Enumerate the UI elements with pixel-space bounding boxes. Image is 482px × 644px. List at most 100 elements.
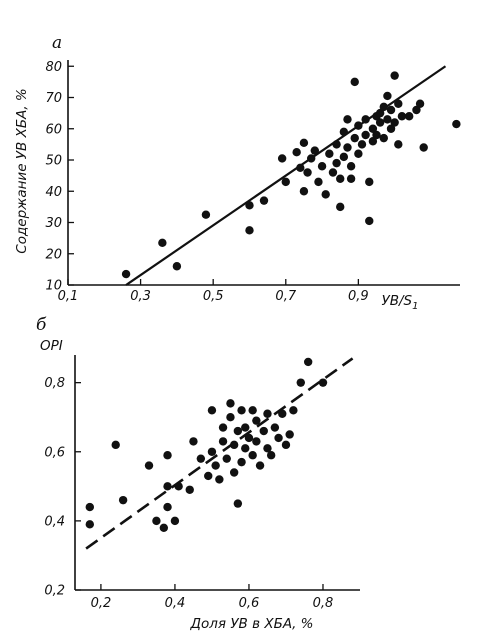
- panel-a-data-point: [336, 202, 345, 212]
- panel-a-data-point: [372, 130, 381, 140]
- panel-a-data-point: [354, 149, 363, 158]
- panel-a-data-point: [296, 163, 305, 173]
- panel-b-data-point: [144, 461, 154, 470]
- panel-a-data-point: [386, 124, 396, 133]
- panel-b-data-point: [185, 485, 194, 494]
- panel-b-data-point: [222, 454, 231, 463]
- panel-a-y-tick-label: 60: [45, 122, 62, 137]
- panel-b-data-point: [85, 502, 95, 512]
- panel-b: б OPI Доля УВ в ХБА, % 0,2 0,4 0,6 0,8 0,2 0,…: [36, 315, 360, 632]
- panel-b-data-point: [233, 499, 243, 508]
- panel-a-data-point: [172, 262, 182, 271]
- panel-b-data-point: [189, 437, 198, 446]
- panel-a-y-tick-label: 20: [45, 247, 62, 262]
- panel-b-data-point: [289, 406, 298, 415]
- panel-a-x-tick-label: 0,5: [203, 289, 224, 304]
- panel-a-x-tick-label: 0,9: [348, 289, 369, 304]
- panel-a-y-axis-title: Содержание УВ ХБА, %: [14, 88, 30, 253]
- panel-b-data-point: [226, 399, 235, 408]
- panel-a-data-point: [350, 77, 359, 87]
- panel-a-data-point: [404, 112, 414, 121]
- panel-a-data-point: [332, 158, 341, 168]
- panel-a-data-point: [328, 168, 338, 177]
- panel-a-data-point: [357, 140, 367, 149]
- panel-a-data-point: [245, 201, 254, 210]
- panel-b-data-point: [152, 516, 161, 526]
- panel-b-y-tick-label: 0,8: [44, 376, 65, 391]
- panel-a-data-point: [303, 168, 312, 177]
- panel-a-data-point: [310, 146, 320, 155]
- panel-b-data-point: [111, 440, 120, 450]
- panel-a-x-tick-label: 0,3: [130, 289, 151, 304]
- panel-a: a Содержание УВ ХБА, % УВ/S1 0,1 0,3 0,5 0,…: [14, 33, 461, 312]
- panel-a-data-point: [361, 115, 370, 124]
- panel-a-data-point: [390, 71, 399, 80]
- panel-b-data-point: [266, 451, 276, 460]
- panel-b-data-point: [218, 437, 228, 446]
- panel-a-data-point: [343, 115, 352, 124]
- panel-b-data-point: [278, 409, 287, 418]
- panel-a-x-axis-title-main: УВ/S: [382, 293, 413, 309]
- panel-b-data-point: [274, 433, 283, 443]
- panel-a-data-point: [299, 138, 309, 148]
- panel-a-data-point: [365, 177, 374, 187]
- panel-a-data-point: [201, 210, 211, 219]
- panel-b-data-point: [248, 451, 257, 460]
- panel-a-y-tick-label: 70: [45, 91, 62, 106]
- panel-a-data-point: [386, 105, 396, 115]
- panel-a-data-point: [394, 99, 403, 108]
- panel-b-data-point: [229, 468, 239, 477]
- panel-b-data-point: [163, 451, 172, 460]
- panel-a-data-point: [259, 196, 269, 205]
- panel-b-data-point: [263, 409, 272, 418]
- panel-b-data-point: [207, 447, 217, 456]
- panel-a-data-point: [321, 190, 330, 199]
- panel-b-data-point: [211, 461, 220, 470]
- panel-a-data-point: [394, 140, 403, 149]
- panel-a-data-point: [346, 174, 356, 183]
- panel-a-data-point: [306, 154, 316, 163]
- panel-b-data-point: [159, 523, 169, 532]
- panel-b-data-point: [163, 482, 172, 491]
- panel-b-data-point: [85, 520, 95, 529]
- panel-b-data-point: [248, 406, 257, 415]
- panel-b-x-tick-label: 0,8: [313, 596, 334, 611]
- panel-b-data-point: [259, 426, 268, 436]
- panel-b-data-point: [218, 423, 228, 432]
- panel-a-data-point: [336, 174, 345, 183]
- panel-a-x-axis-title: УВ/S1: [382, 293, 419, 312]
- panel-b-data-point: [270, 423, 280, 432]
- panel-a-data-point: [412, 105, 421, 115]
- panel-a-x-axis-title-subscript: 1: [412, 301, 418, 312]
- panel-a-data-point: [158, 238, 167, 248]
- panel-b-data-point: [241, 423, 250, 432]
- panel-b-data-point: [252, 416, 261, 425]
- panel-a-data-point: [390, 118, 399, 127]
- panel-b-data-point: [229, 440, 239, 450]
- panel-a-data-point: [415, 99, 425, 108]
- panel-a-data-point: [339, 152, 349, 162]
- panel-a-data-point: [379, 102, 388, 112]
- panel-b-data-point: [163, 502, 172, 512]
- panel-b-data-point: [318, 378, 328, 387]
- panel-a-y-tick-label: 50: [45, 154, 62, 169]
- panel-a-x-tick-label: 0,1: [58, 289, 79, 304]
- panel-a-data-point: [397, 112, 407, 121]
- panel-b-data-point: [244, 433, 254, 443]
- panel-b-data-point: [237, 406, 246, 415]
- panel-a-data-point: [277, 154, 287, 163]
- panel-a-data-point: [332, 140, 341, 149]
- panel-a-y-tick-label: 40: [45, 185, 62, 200]
- panel-a-data-point: [299, 187, 309, 196]
- panel-a-data-point: [365, 216, 374, 226]
- panel-a-data-point: [368, 137, 378, 146]
- panel-b-data-point: [303, 357, 313, 367]
- panel-b-data-point: [281, 440, 291, 450]
- panel-a-data-point: [121, 269, 131, 279]
- panel-b-data-point: [285, 430, 294, 439]
- panel-a-data-point: [379, 133, 388, 143]
- panel-a-data-point: [281, 177, 290, 187]
- panel-b-data-point: [237, 457, 246, 467]
- panel-a-data-point: [343, 143, 352, 152]
- panel-b-data-point: [296, 378, 305, 387]
